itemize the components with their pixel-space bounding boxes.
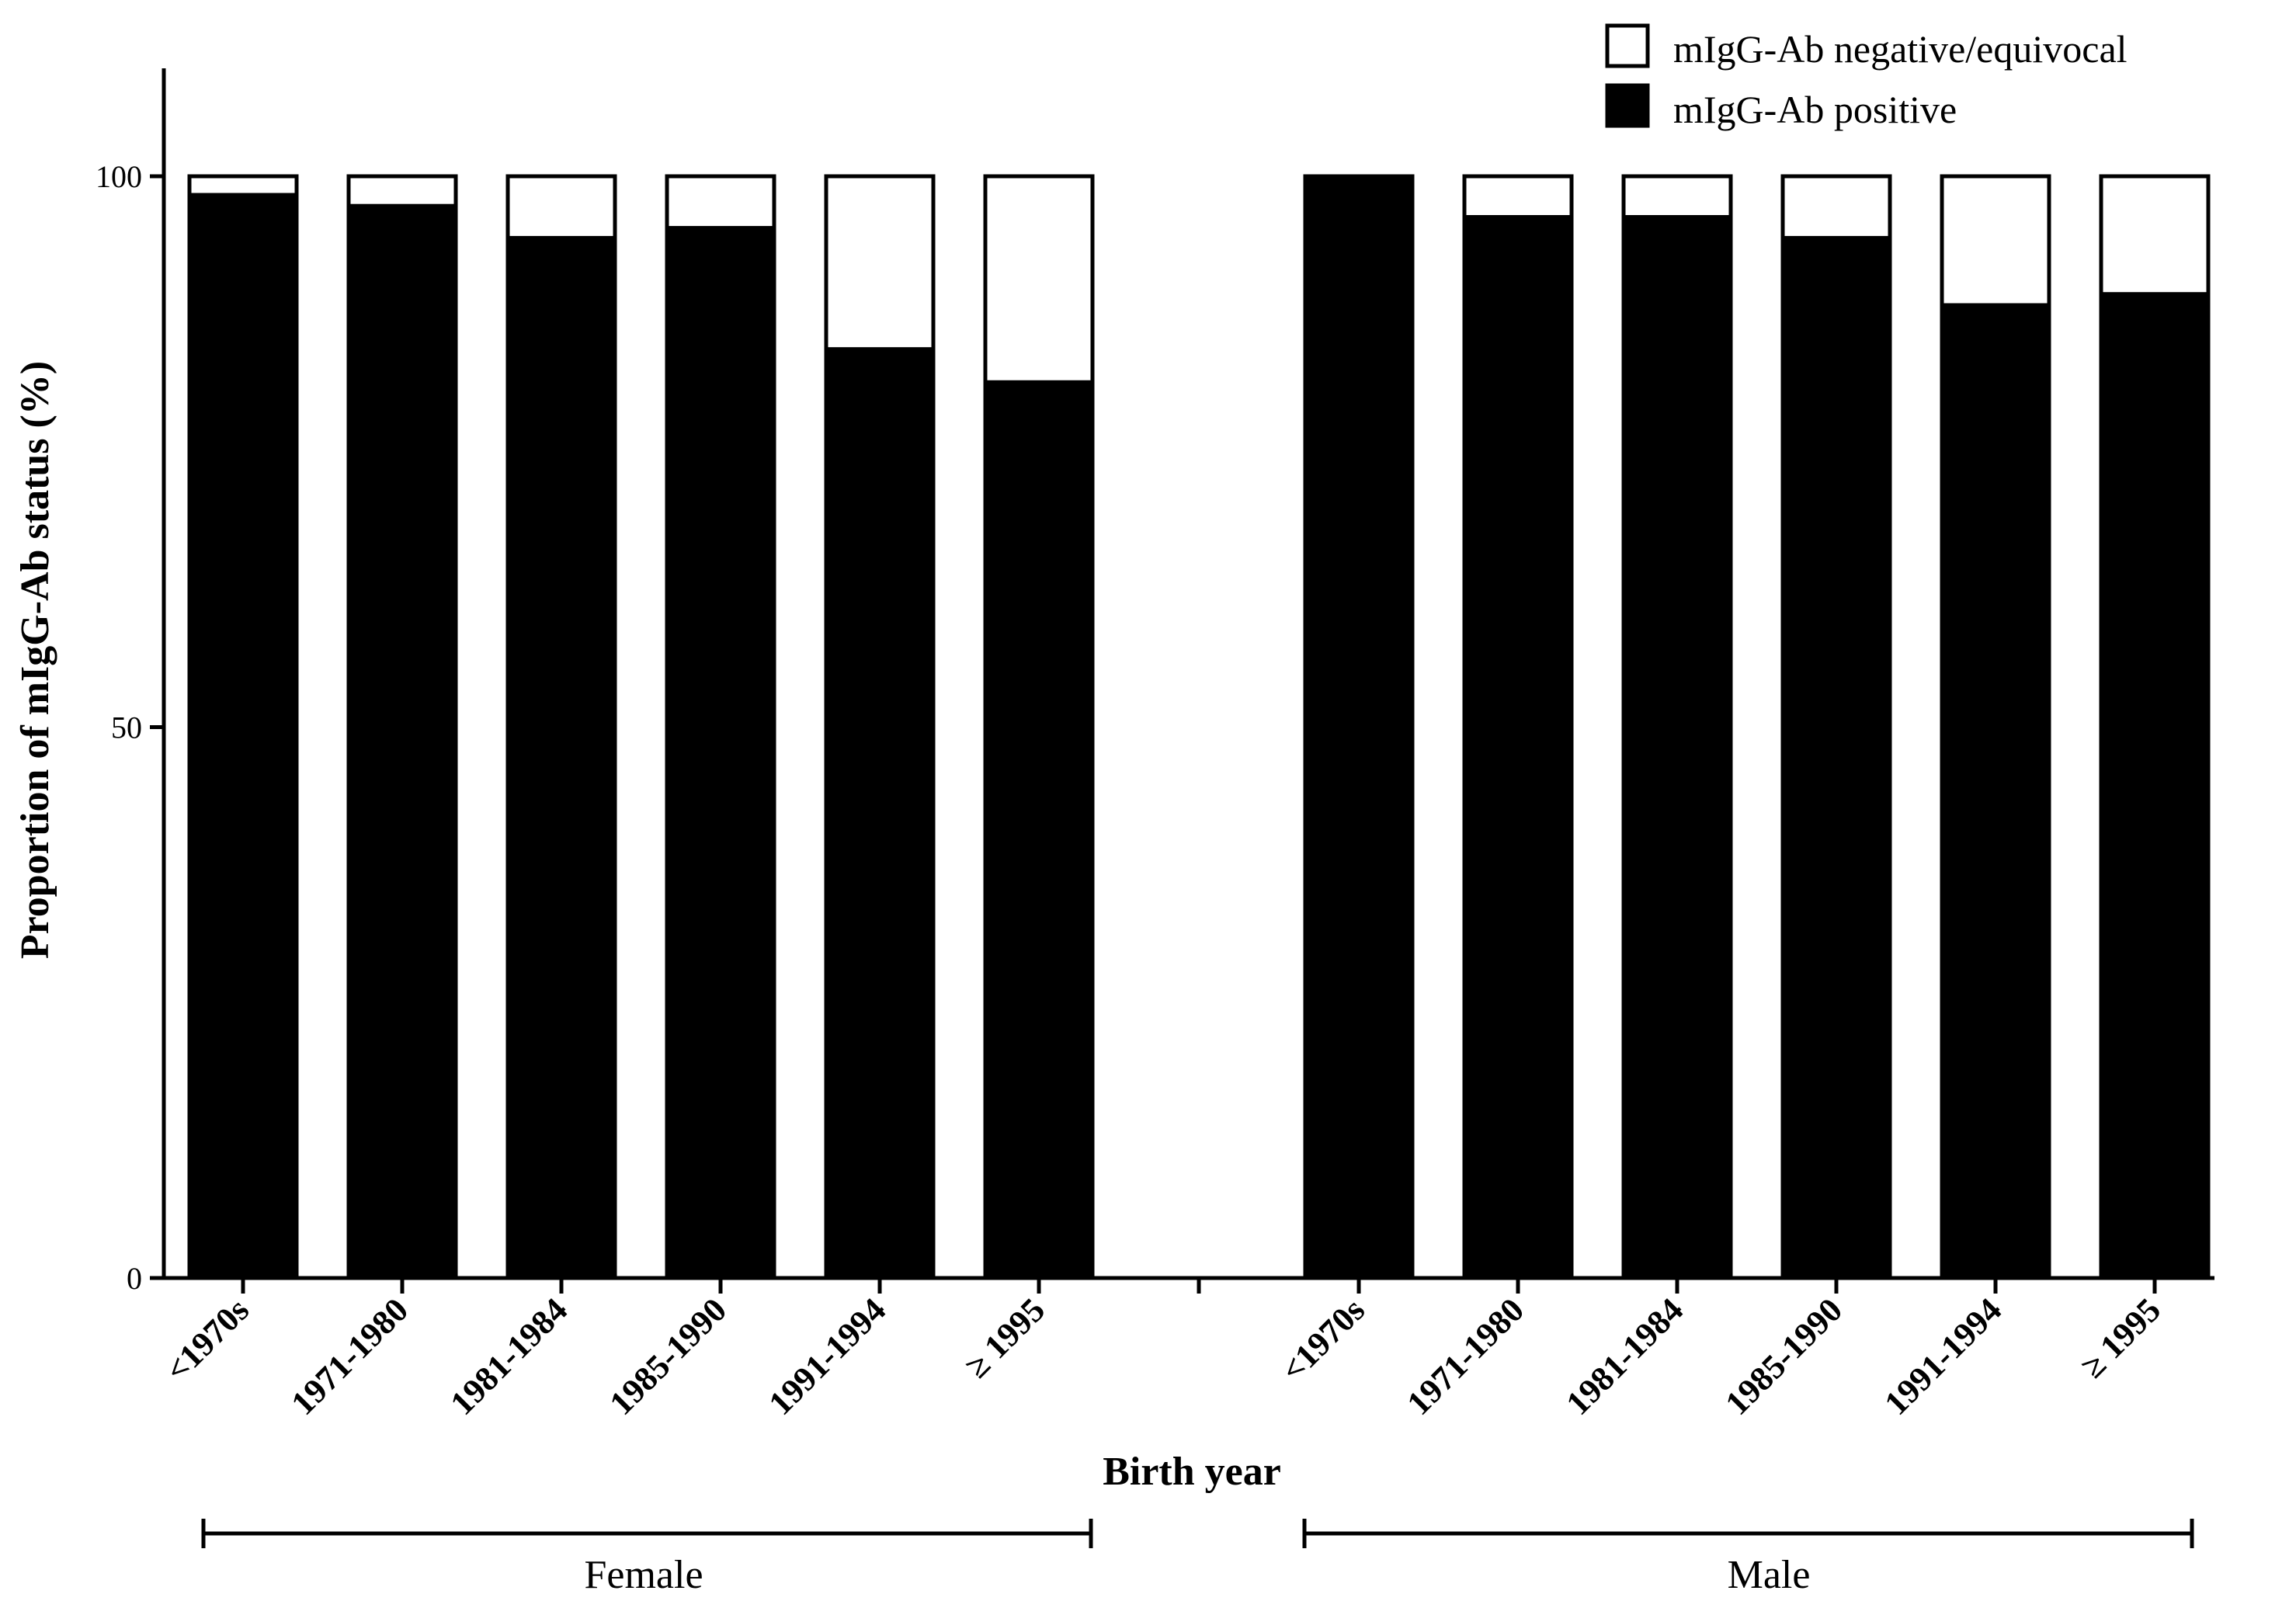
bar-negative-male-1985-1990 <box>1780 174 1892 240</box>
bar-positive-male-1971-1980 <box>1462 215 1574 1280</box>
bar-negative-female-1991-1994 <box>824 174 936 352</box>
bar-negative-male-1981-1984 <box>1621 174 1733 220</box>
bar-positive-female-1970s <box>187 193 299 1280</box>
bar-negative-female-1971-1980 <box>346 174 458 208</box>
legend-swatch-positive <box>1605 83 1650 128</box>
bar-positive-female-1985-1990 <box>665 226 776 1280</box>
y-tick-label-100: 100 <box>96 159 142 194</box>
y-axis-title: Proportion of mIgG-Ab status (%) <box>13 361 57 959</box>
bar-positive-female-1981-1984 <box>505 235 617 1280</box>
y-tick-label-50: 50 <box>111 710 142 745</box>
bar-positive-female-1991-1994 <box>824 347 936 1280</box>
bar-negative-male-1995 <box>2099 174 2211 297</box>
bar-negative-female-1981-1984 <box>505 174 617 240</box>
male-group-label: Male <box>1728 1553 1811 1597</box>
bar-positive-male-1991-1994 <box>1940 303 2051 1280</box>
bar-negative-female-1970s <box>187 174 299 197</box>
legend-swatch-negative <box>1605 23 1650 68</box>
bar-negative-female-1985-1990 <box>665 174 776 231</box>
female-group-bracket: Female <box>201 1519 1093 1597</box>
bar-positive-female-1971-1980 <box>346 203 458 1280</box>
bar-positive-female-1995 <box>983 380 1095 1280</box>
y-axis-ticks: 0 50 100 <box>96 159 164 1296</box>
bars <box>187 174 2211 1280</box>
bar-positive-male-1985-1990 <box>1780 235 1892 1280</box>
female-group-label: Female <box>584 1553 703 1597</box>
bar-positive-male-1981-1984 <box>1621 215 1733 1280</box>
legend-label-negative: mIgG-Ab negative/equivocal <box>1673 27 2128 71</box>
bar-negative-female-1995 <box>983 174 1095 384</box>
bar-negative-male-1991-1994 <box>1940 174 2051 307</box>
y-tick-label-0: 0 <box>127 1261 142 1296</box>
legend-label-positive: mIgG-Ab positive <box>1673 88 1957 131</box>
male-group-bracket: Male <box>1302 1519 2194 1597</box>
bar-positive-male-1995 <box>2099 292 2211 1280</box>
legend: mIgG-Ab negative/equivocal mIgG-Ab posit… <box>1605 23 2128 131</box>
x-axis-title: Birth year <box>1103 1450 1281 1494</box>
bar-negative-male-1971-1980 <box>1462 174 1574 220</box>
bar-positive-male-1970s <box>1303 174 1415 1280</box>
